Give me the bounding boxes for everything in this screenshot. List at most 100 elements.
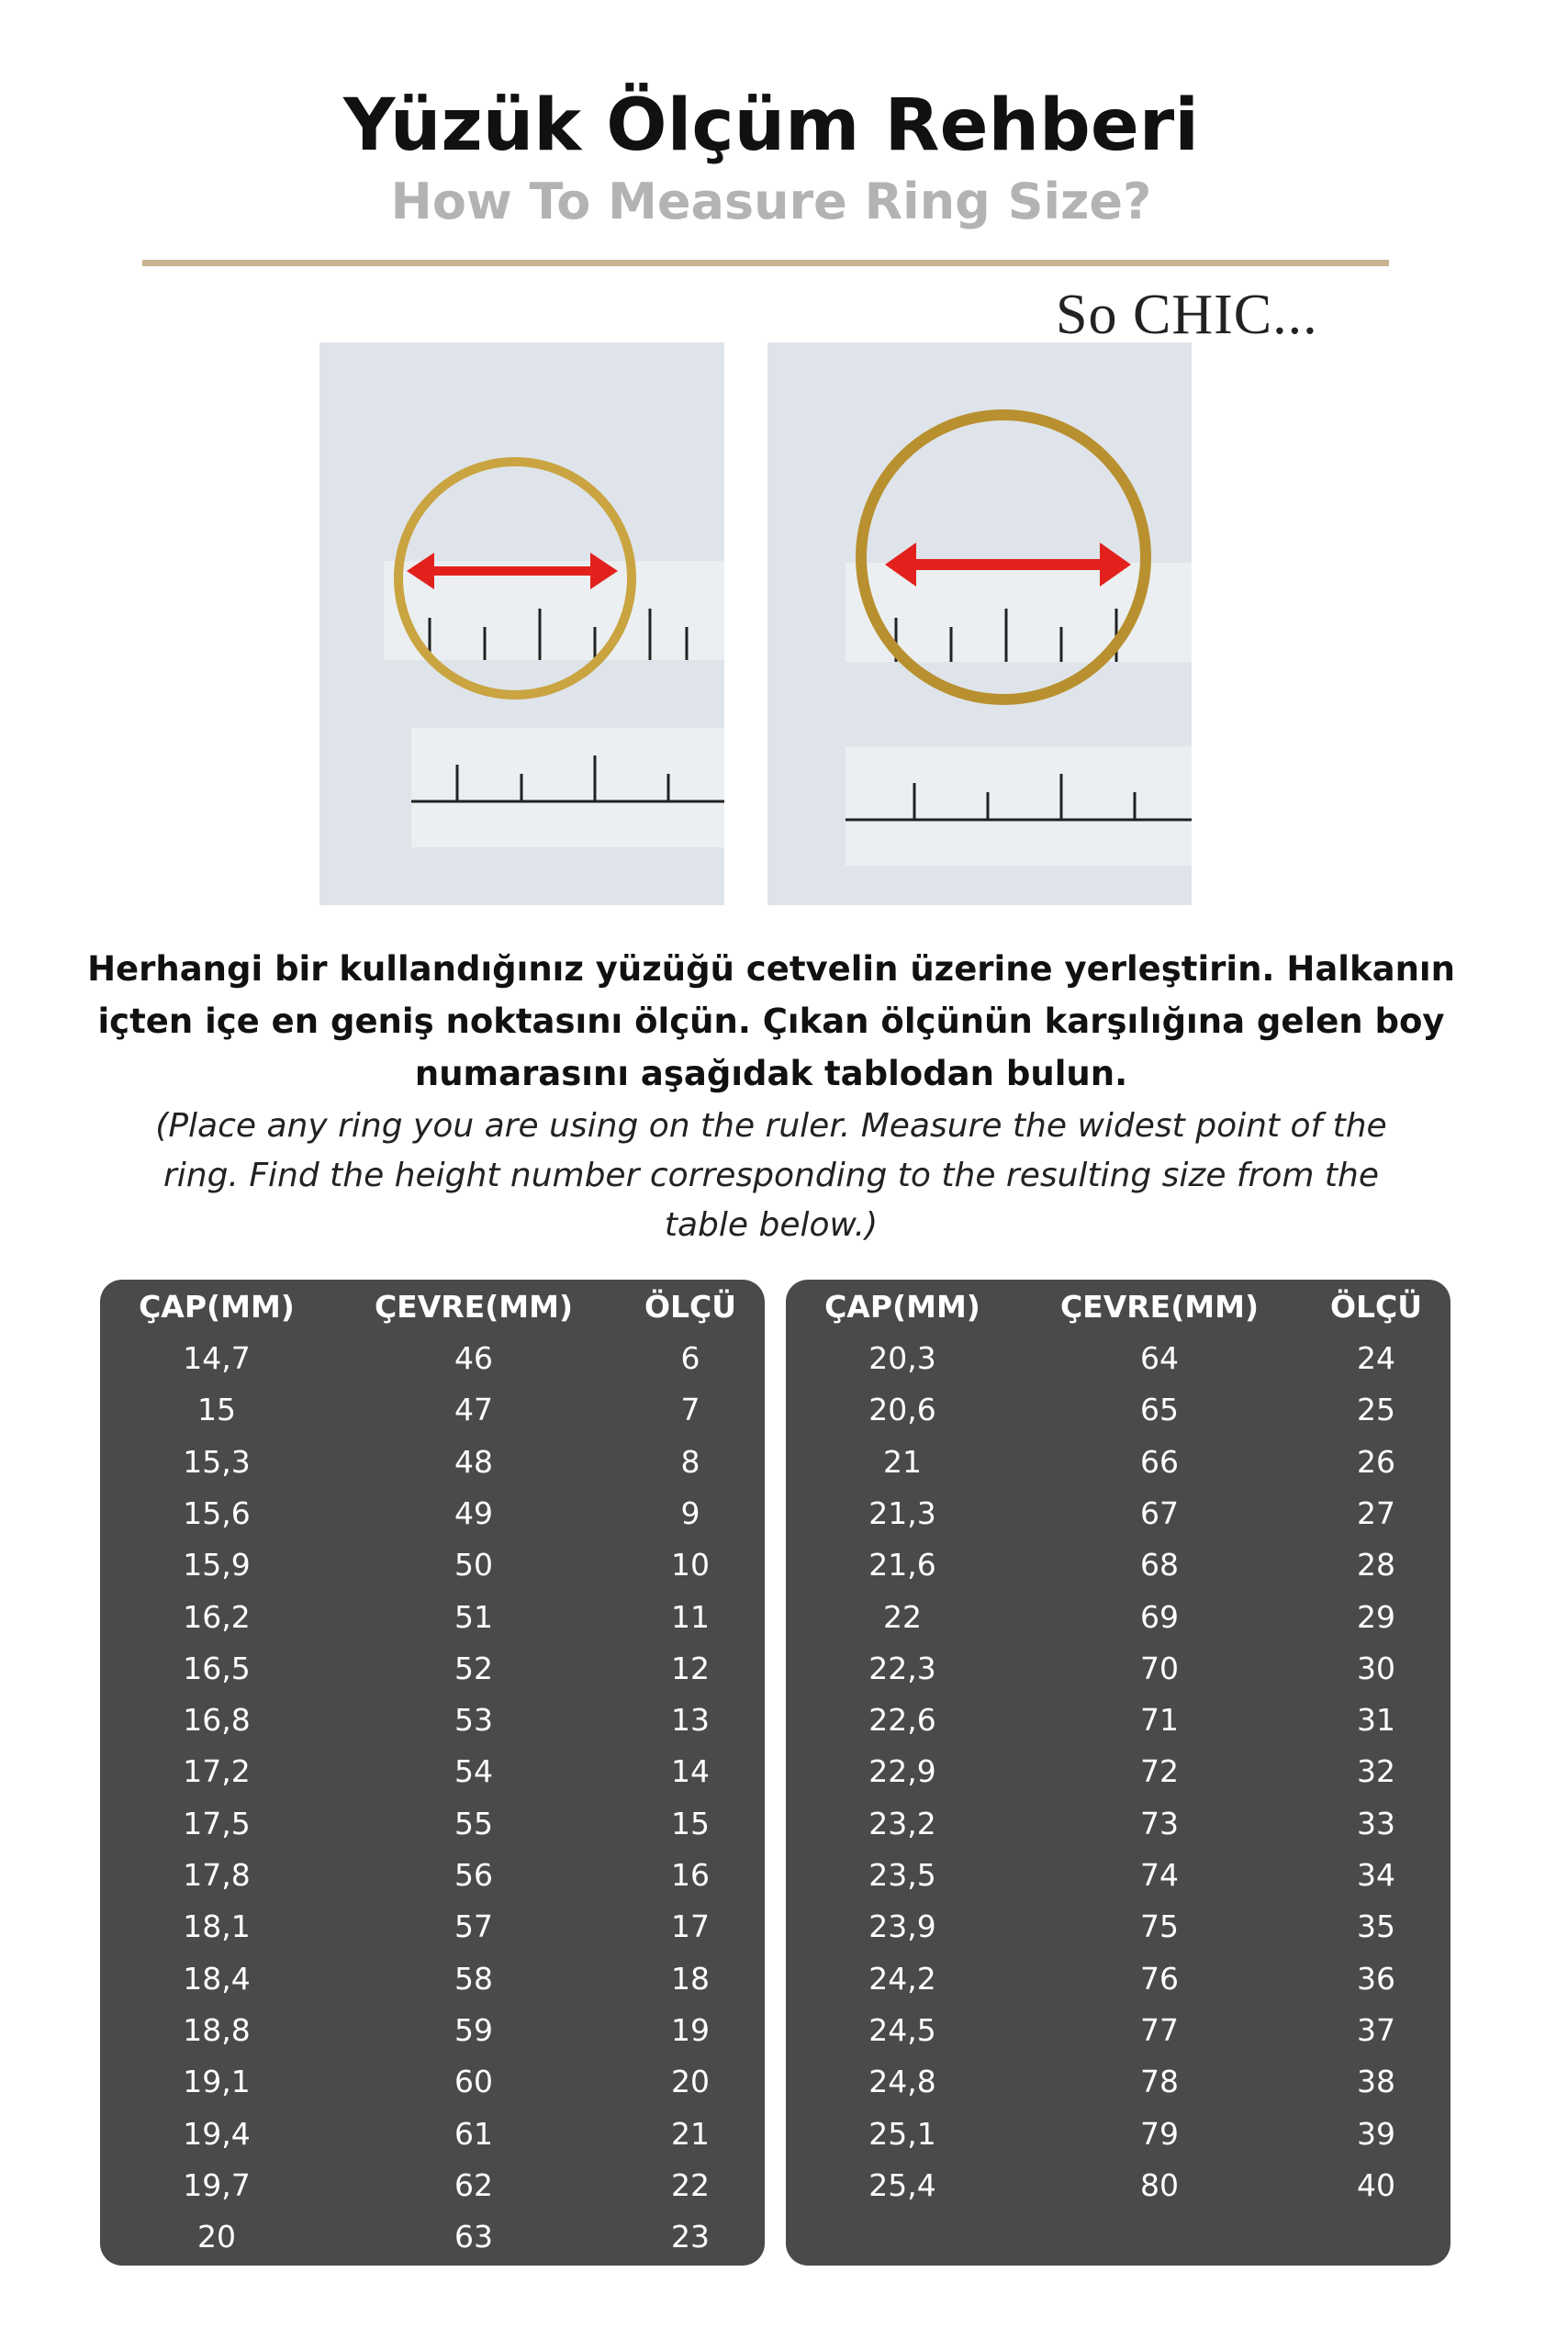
table-cell: 47 bbox=[454, 1392, 493, 1428]
table-cell: 64 bbox=[1140, 1340, 1179, 1376]
table-cell: 68 bbox=[1140, 1547, 1179, 1583]
size-table-right: ÇAP(MM) ÇEVRE(MM) ÖLÇÜ 20,3 64 24 20,6 65 25 21 66… bbox=[786, 1280, 1450, 2266]
table-cell: 62 bbox=[454, 2166, 493, 2203]
table-cell: 22,3 bbox=[868, 1650, 936, 1686]
table-cell: 74 bbox=[1140, 1857, 1179, 1893]
table-cell: 20 bbox=[197, 2219, 236, 2255]
instruction-en: (Place any ring you are using on the rul… bbox=[155, 1107, 1387, 1145]
table-cell: 75 bbox=[1140, 1908, 1179, 1945]
table-cell: 20,6 bbox=[868, 1392, 936, 1428]
instruction-en: ring. Find the height number correspondi… bbox=[162, 1157, 1380, 1194]
table-cell: 18,4 bbox=[183, 1960, 251, 1997]
table-cell: 79 bbox=[1140, 2115, 1179, 2152]
table-cell: 10 bbox=[671, 1547, 710, 1583]
table-cell: 19,7 bbox=[183, 2166, 251, 2203]
table-cell: 53 bbox=[454, 1702, 493, 1739]
instruction-tr: içten içe en geniş noktasını ölçün. Çıka… bbox=[97, 1002, 1445, 1041]
table-cell: 17 bbox=[671, 1908, 710, 1945]
table-cell: 6 bbox=[680, 1340, 700, 1376]
table-cell: 23 bbox=[671, 2219, 710, 2255]
table-cell: 48 bbox=[454, 1443, 493, 1480]
divider bbox=[142, 260, 1389, 266]
table-cell: 8 bbox=[680, 1443, 700, 1480]
table-cell: 36 bbox=[1357, 1960, 1395, 1997]
column-header: ÇEVRE(MM) bbox=[374, 1289, 574, 1325]
table-cell: 24,5 bbox=[868, 2011, 936, 2048]
table-cell: 24 bbox=[1357, 1340, 1395, 1376]
table-cell: 25,4 bbox=[868, 2166, 936, 2203]
table-cell: 15 bbox=[671, 1805, 710, 1841]
table-cell: 76 bbox=[1140, 1960, 1179, 1997]
table-cell: 40 bbox=[1357, 2166, 1395, 2203]
table-cell: 20 bbox=[671, 2064, 710, 2100]
table-cell: 30 bbox=[1357, 1650, 1395, 1686]
ring-photo-small bbox=[319, 342, 724, 905]
table-cell: 67 bbox=[1140, 1494, 1179, 1531]
table-cell: 65 bbox=[1140, 1392, 1179, 1428]
column-header: ÇAP(MM) bbox=[824, 1289, 980, 1325]
table-cell: 18,8 bbox=[183, 2011, 251, 2048]
table-cell: 19 bbox=[671, 2011, 710, 2048]
table-cell: 21,3 bbox=[868, 1494, 936, 1531]
table-cell: 16,2 bbox=[183, 1598, 251, 1635]
table-cell: 19,4 bbox=[183, 2115, 251, 2152]
table-cell: 14,7 bbox=[183, 1340, 251, 1376]
table-cell: 33 bbox=[1357, 1805, 1395, 1841]
table-cell: 15,6 bbox=[183, 1494, 251, 1531]
table-cell: 17,8 bbox=[183, 1857, 251, 1893]
table-cell: 72 bbox=[1140, 1753, 1179, 1790]
table-cell: 28 bbox=[1357, 1547, 1395, 1583]
table-cell: 23,5 bbox=[868, 1857, 936, 1893]
table-cell: 78 bbox=[1140, 2064, 1179, 2100]
table-cell: 32 bbox=[1357, 1753, 1395, 1790]
table-cell: 55 bbox=[454, 1805, 493, 1841]
table-cell: 73 bbox=[1140, 1805, 1179, 1841]
table-cell: 60 bbox=[454, 2064, 493, 2100]
table-cell: 54 bbox=[454, 1753, 493, 1790]
table-cell: 38 bbox=[1357, 2064, 1395, 2100]
table-cell: 13 bbox=[671, 1702, 710, 1739]
instruction-en: table below.) bbox=[664, 1206, 879, 1244]
subtitle: How To Measure Ring Size? bbox=[390, 173, 1152, 230]
table-cell: 15,9 bbox=[183, 1547, 251, 1583]
table-cell: 25 bbox=[1357, 1392, 1395, 1428]
table-cell: 7 bbox=[680, 1392, 700, 1428]
table-cell: 24,8 bbox=[868, 2064, 936, 2100]
table-cell: 16 bbox=[671, 1857, 710, 1893]
table-cell: 12 bbox=[671, 1650, 710, 1686]
table-cell: 19,1 bbox=[183, 2064, 251, 2100]
column-header: ÇEVRE(MM) bbox=[1059, 1289, 1260, 1325]
table-cell: 27 bbox=[1357, 1494, 1395, 1531]
table-cell: 70 bbox=[1140, 1650, 1179, 1686]
table-cell: 15,3 bbox=[183, 1443, 251, 1480]
column-header: ÇAP(MM) bbox=[139, 1289, 295, 1325]
table-cell: 57 bbox=[454, 1908, 493, 1945]
table-cell: 21,6 bbox=[868, 1547, 936, 1583]
ring-photo-large bbox=[767, 342, 1192, 905]
table-cell: 17,2 bbox=[183, 1753, 251, 1790]
table-cell: 21 bbox=[671, 2115, 710, 2152]
table-cell: 52 bbox=[454, 1650, 493, 1686]
table-cell: 9 bbox=[680, 1494, 700, 1531]
table-cell: 14 bbox=[671, 1753, 710, 1790]
table-cell: 22 bbox=[671, 2166, 710, 2203]
instruction-tr: numarasını aşağıdak tablodan bulun. bbox=[414, 1054, 1128, 1093]
table-cell: 31 bbox=[1357, 1702, 1395, 1739]
table-cell: 35 bbox=[1357, 1908, 1395, 1945]
table-cell: 21 bbox=[883, 1443, 922, 1480]
table-cell: 18,1 bbox=[183, 1908, 251, 1945]
table-cell: 34 bbox=[1357, 1857, 1395, 1893]
table-cell: 22,9 bbox=[868, 1753, 936, 1790]
table-cell: 16,8 bbox=[183, 1702, 251, 1739]
table-cell: 63 bbox=[454, 2219, 493, 2255]
table-cell: 59 bbox=[454, 2011, 493, 2048]
title: Yüzük Ölçüm Rehberi bbox=[343, 84, 1199, 167]
table-cell: 69 bbox=[1140, 1598, 1179, 1635]
column-header: ÖLÇÜ bbox=[1329, 1289, 1423, 1325]
table-cell: 22,6 bbox=[868, 1702, 936, 1739]
table-cell: 61 bbox=[454, 2115, 493, 2152]
table-cell: 16,5 bbox=[183, 1650, 251, 1686]
table-cell: 24,2 bbox=[868, 1960, 936, 1997]
